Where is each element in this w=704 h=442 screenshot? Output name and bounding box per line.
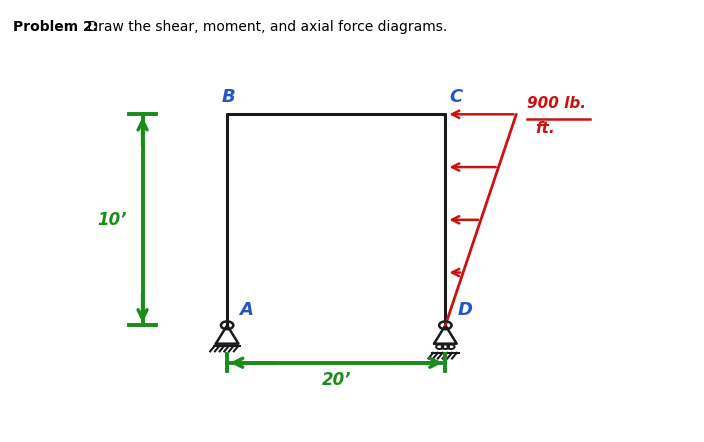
Text: Problem 2:: Problem 2: [13,20,98,34]
Text: 10’: 10’ [98,211,127,229]
Text: Draw the shear, moment, and axial force diagrams.: Draw the shear, moment, and axial force … [83,20,447,34]
Text: D: D [458,301,472,319]
Text: ft.: ft. [536,121,555,136]
Text: 900 lb.: 900 lb. [527,96,586,111]
Text: C: C [450,88,463,106]
Text: A: A [239,301,253,319]
Text: 20’: 20’ [322,371,351,389]
Text: B: B [222,88,235,106]
